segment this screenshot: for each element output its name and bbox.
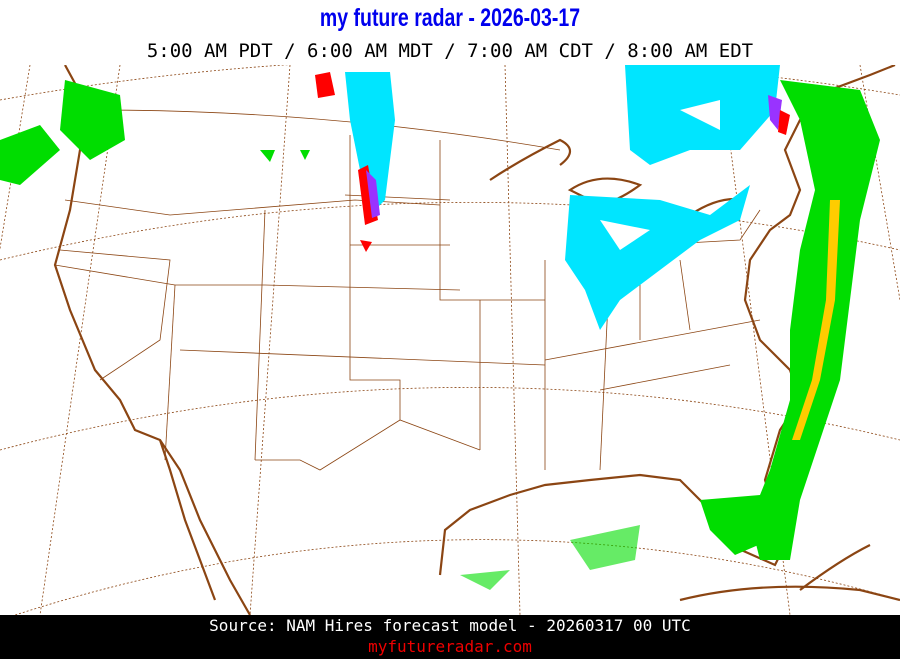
site-link[interactable]: myfutureradar.com xyxy=(368,637,532,656)
snow-great-lakes xyxy=(565,185,750,330)
footer: Source: NAM Hires forecast model - 20260… xyxy=(0,615,900,659)
source-text: Source: NAM Hires forecast model - 20260… xyxy=(209,616,691,635)
valid-times: 5:00 AM PDT / 6:00 AM MDT / 7:00 AM CDT … xyxy=(146,40,754,62)
rain-east-coast xyxy=(750,80,880,560)
state-borders xyxy=(54,109,761,471)
radar-echoes xyxy=(0,65,880,590)
mix-band xyxy=(366,170,380,218)
radar-map xyxy=(0,65,900,615)
snow-band-dakotas xyxy=(345,72,395,215)
page-title: my future radar - 2026-03-17 xyxy=(319,4,581,32)
